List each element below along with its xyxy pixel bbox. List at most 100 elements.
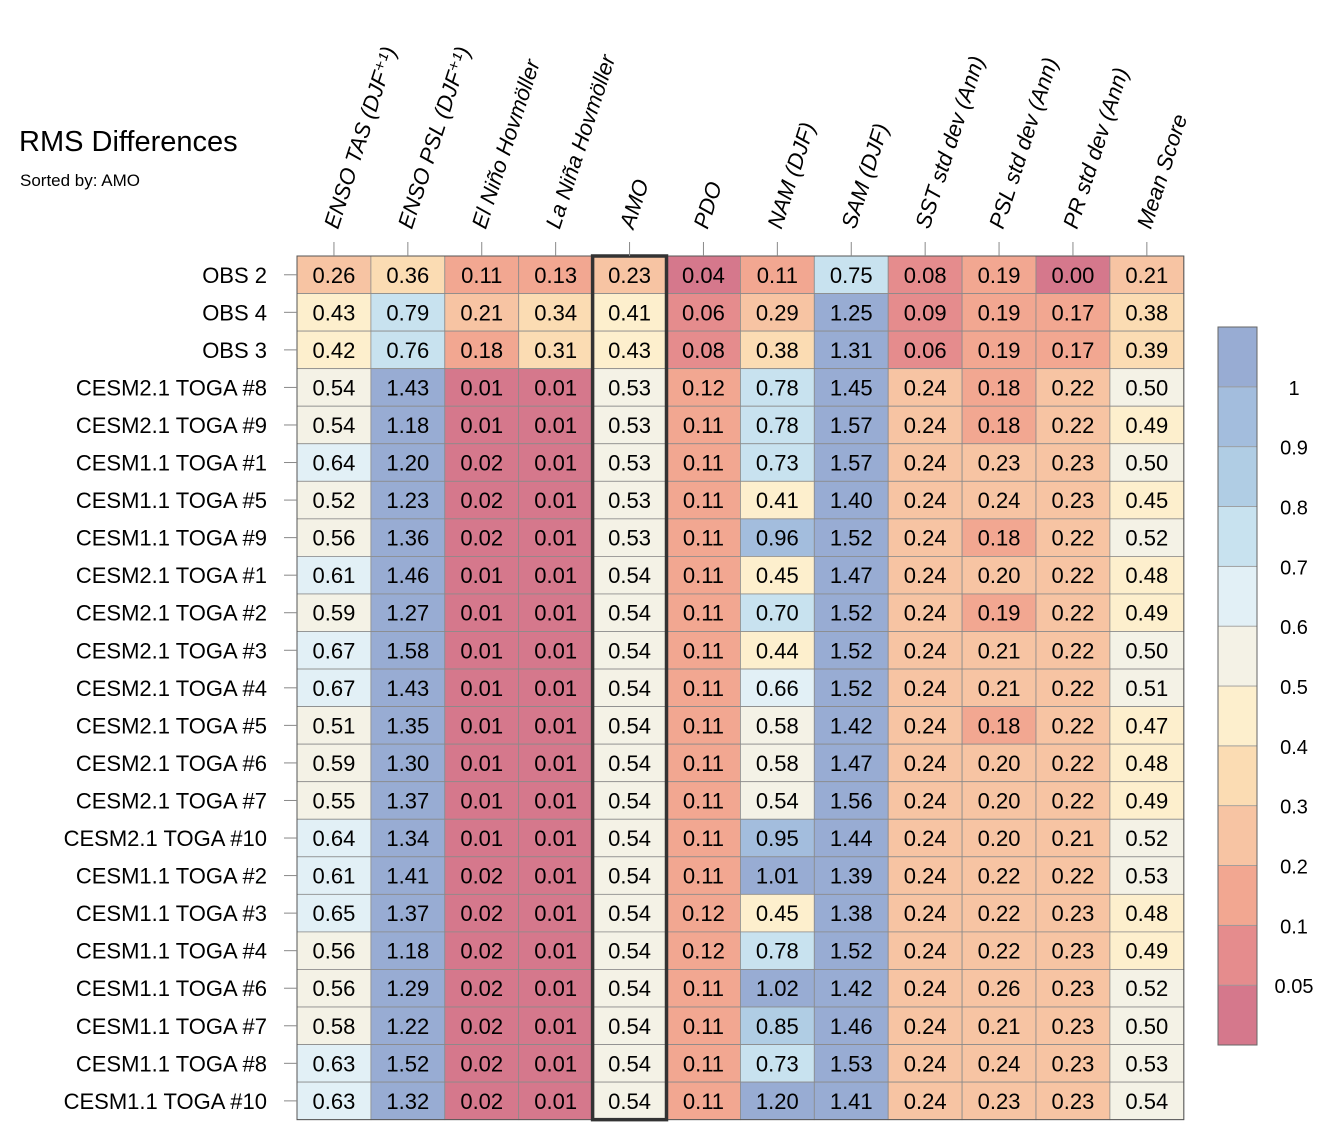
colorbar-label: 0.9 — [1280, 438, 1308, 460]
heatmap-cell — [518, 293, 594, 332]
heatmap-cell — [813, 443, 889, 482]
cell-value: 0.01 — [534, 751, 577, 776]
cell-value: 0.70 — [756, 601, 799, 626]
cell-value: 1.32 — [386, 1089, 429, 1114]
heatmap-cell — [1109, 1044, 1185, 1083]
heatmap-cell — [740, 255, 815, 294]
heatmap-cell — [740, 1006, 815, 1045]
cell-value: 0.49 — [1125, 788, 1168, 813]
cell-value: 1.25 — [830, 300, 873, 325]
cell-value: 0.49 — [1125, 939, 1168, 964]
cell-value: 0.24 — [904, 901, 947, 926]
column-label: PR std dev (Ann) — [1058, 65, 1134, 232]
row-label: CESM1.1 TOGA #6 — [76, 976, 267, 1001]
cell-value: 0.54 — [1125, 1089, 1168, 1114]
cell-value: 0.23 — [1052, 976, 1095, 1001]
cell-value: 0.34 — [534, 300, 577, 325]
cell-value: 0.01 — [460, 676, 503, 701]
cell-value: 0.53 — [1125, 864, 1168, 889]
heatmap-cell — [444, 368, 520, 407]
cell-value: 0.54 — [608, 826, 651, 851]
cell-value: 0.11 — [683, 1014, 724, 1039]
cell-value: 0.11 — [683, 1051, 724, 1076]
cell-value: 0.00 — [1052, 263, 1095, 288]
row-label: CESM2.1 TOGA #1 — [76, 563, 267, 588]
cell-value: 0.54 — [608, 713, 651, 738]
heatmap-cell — [740, 480, 815, 520]
cell-value: 0.52 — [313, 488, 356, 513]
heatmap-cell — [1035, 368, 1111, 407]
heatmap-cell — [296, 668, 372, 707]
cell-value: 0.22 — [1052, 563, 1095, 588]
cell-value: 0.01 — [460, 638, 503, 663]
cell-value: 1.52 — [830, 638, 873, 663]
heatmap-cell — [961, 556, 1037, 595]
heatmap-cell — [444, 405, 520, 445]
colorbar-label: 0.2 — [1280, 857, 1308, 879]
cell-value: 0.54 — [608, 638, 651, 663]
cell-value: 0.01 — [534, 1051, 577, 1076]
cell-value: 0.43 — [313, 300, 356, 325]
cell-value: 0.21 — [1125, 263, 1168, 288]
heatmap-cell — [813, 593, 889, 632]
heatmap-cell — [666, 556, 741, 595]
heatmap-cell — [518, 631, 594, 670]
column-label: NAM (DJF) — [762, 119, 820, 231]
cell-value: 0.01 — [534, 788, 577, 813]
cell-value: 0.23 — [1052, 1051, 1095, 1076]
cell-value: 0.11 — [683, 751, 724, 776]
cell-value: 0.20 — [978, 563, 1021, 588]
cell-value: 0.59 — [313, 601, 356, 626]
heatmap-cell — [1035, 480, 1111, 520]
heatmap-cell — [592, 743, 667, 783]
heatmap-cell — [1035, 1081, 1111, 1121]
heatmap-cell — [370, 668, 446, 707]
cell-value: 0.41 — [756, 488, 799, 513]
colorbar-swatch — [1217, 745, 1258, 807]
column-label: SAM (DJF) — [836, 120, 893, 231]
heatmap-cell — [296, 593, 372, 632]
heatmap-cell — [887, 518, 963, 557]
cell-value: 0.53 — [608, 375, 651, 400]
heatmap-cell — [518, 1006, 594, 1045]
heatmap-cell — [961, 706, 1037, 745]
heatmap-cell — [518, 969, 594, 1008]
heatmap-cell — [740, 969, 815, 1008]
cell-value: 0.11 — [683, 413, 724, 438]
cell-value: 0.02 — [460, 1051, 503, 1076]
cell-value: 1.43 — [386, 676, 429, 701]
cell-value: 0.02 — [460, 526, 503, 551]
heatmap-cell — [961, 818, 1037, 858]
cell-value: 0.24 — [904, 601, 947, 626]
cell-value: 0.12 — [682, 375, 725, 400]
heatmap-cell — [370, 293, 446, 332]
cell-value: 0.49 — [1125, 601, 1168, 626]
heatmap-cell — [666, 631, 741, 670]
cell-value: 0.22 — [1052, 864, 1095, 889]
cell-value: 0.23 — [1052, 939, 1095, 964]
cell-value: 0.26 — [313, 263, 356, 288]
cell-value: 0.73 — [756, 451, 799, 476]
row-label: CESM2.1 TOGA #6 — [76, 751, 267, 776]
cell-value: 0.38 — [756, 338, 799, 363]
cell-value: 0.13 — [534, 263, 577, 288]
colorbar-label: 0.8 — [1280, 498, 1308, 520]
cell-value: 0.78 — [756, 413, 799, 438]
column-label: ENSO TAS (DJF⁺¹) — [319, 43, 401, 231]
heatmap-cell — [444, 1006, 520, 1045]
cell-value: 1.41 — [386, 864, 429, 889]
cell-value: 1.20 — [756, 1089, 799, 1114]
cell-value: 0.24 — [904, 713, 947, 738]
cell-value: 0.63 — [313, 1051, 356, 1076]
cell-value: 0.11 — [683, 826, 724, 851]
cell-value: 0.11 — [683, 713, 724, 738]
cell-value: 1.47 — [830, 563, 873, 588]
heatmap-cell — [813, 893, 889, 933]
cell-value: 0.19 — [978, 300, 1021, 325]
heatmap-cell — [592, 818, 667, 858]
cell-value: 0.23 — [1052, 488, 1095, 513]
row-label: OBS 2 — [202, 263, 267, 288]
cell-value: 0.48 — [1125, 563, 1168, 588]
heatmap-cell — [444, 931, 520, 970]
